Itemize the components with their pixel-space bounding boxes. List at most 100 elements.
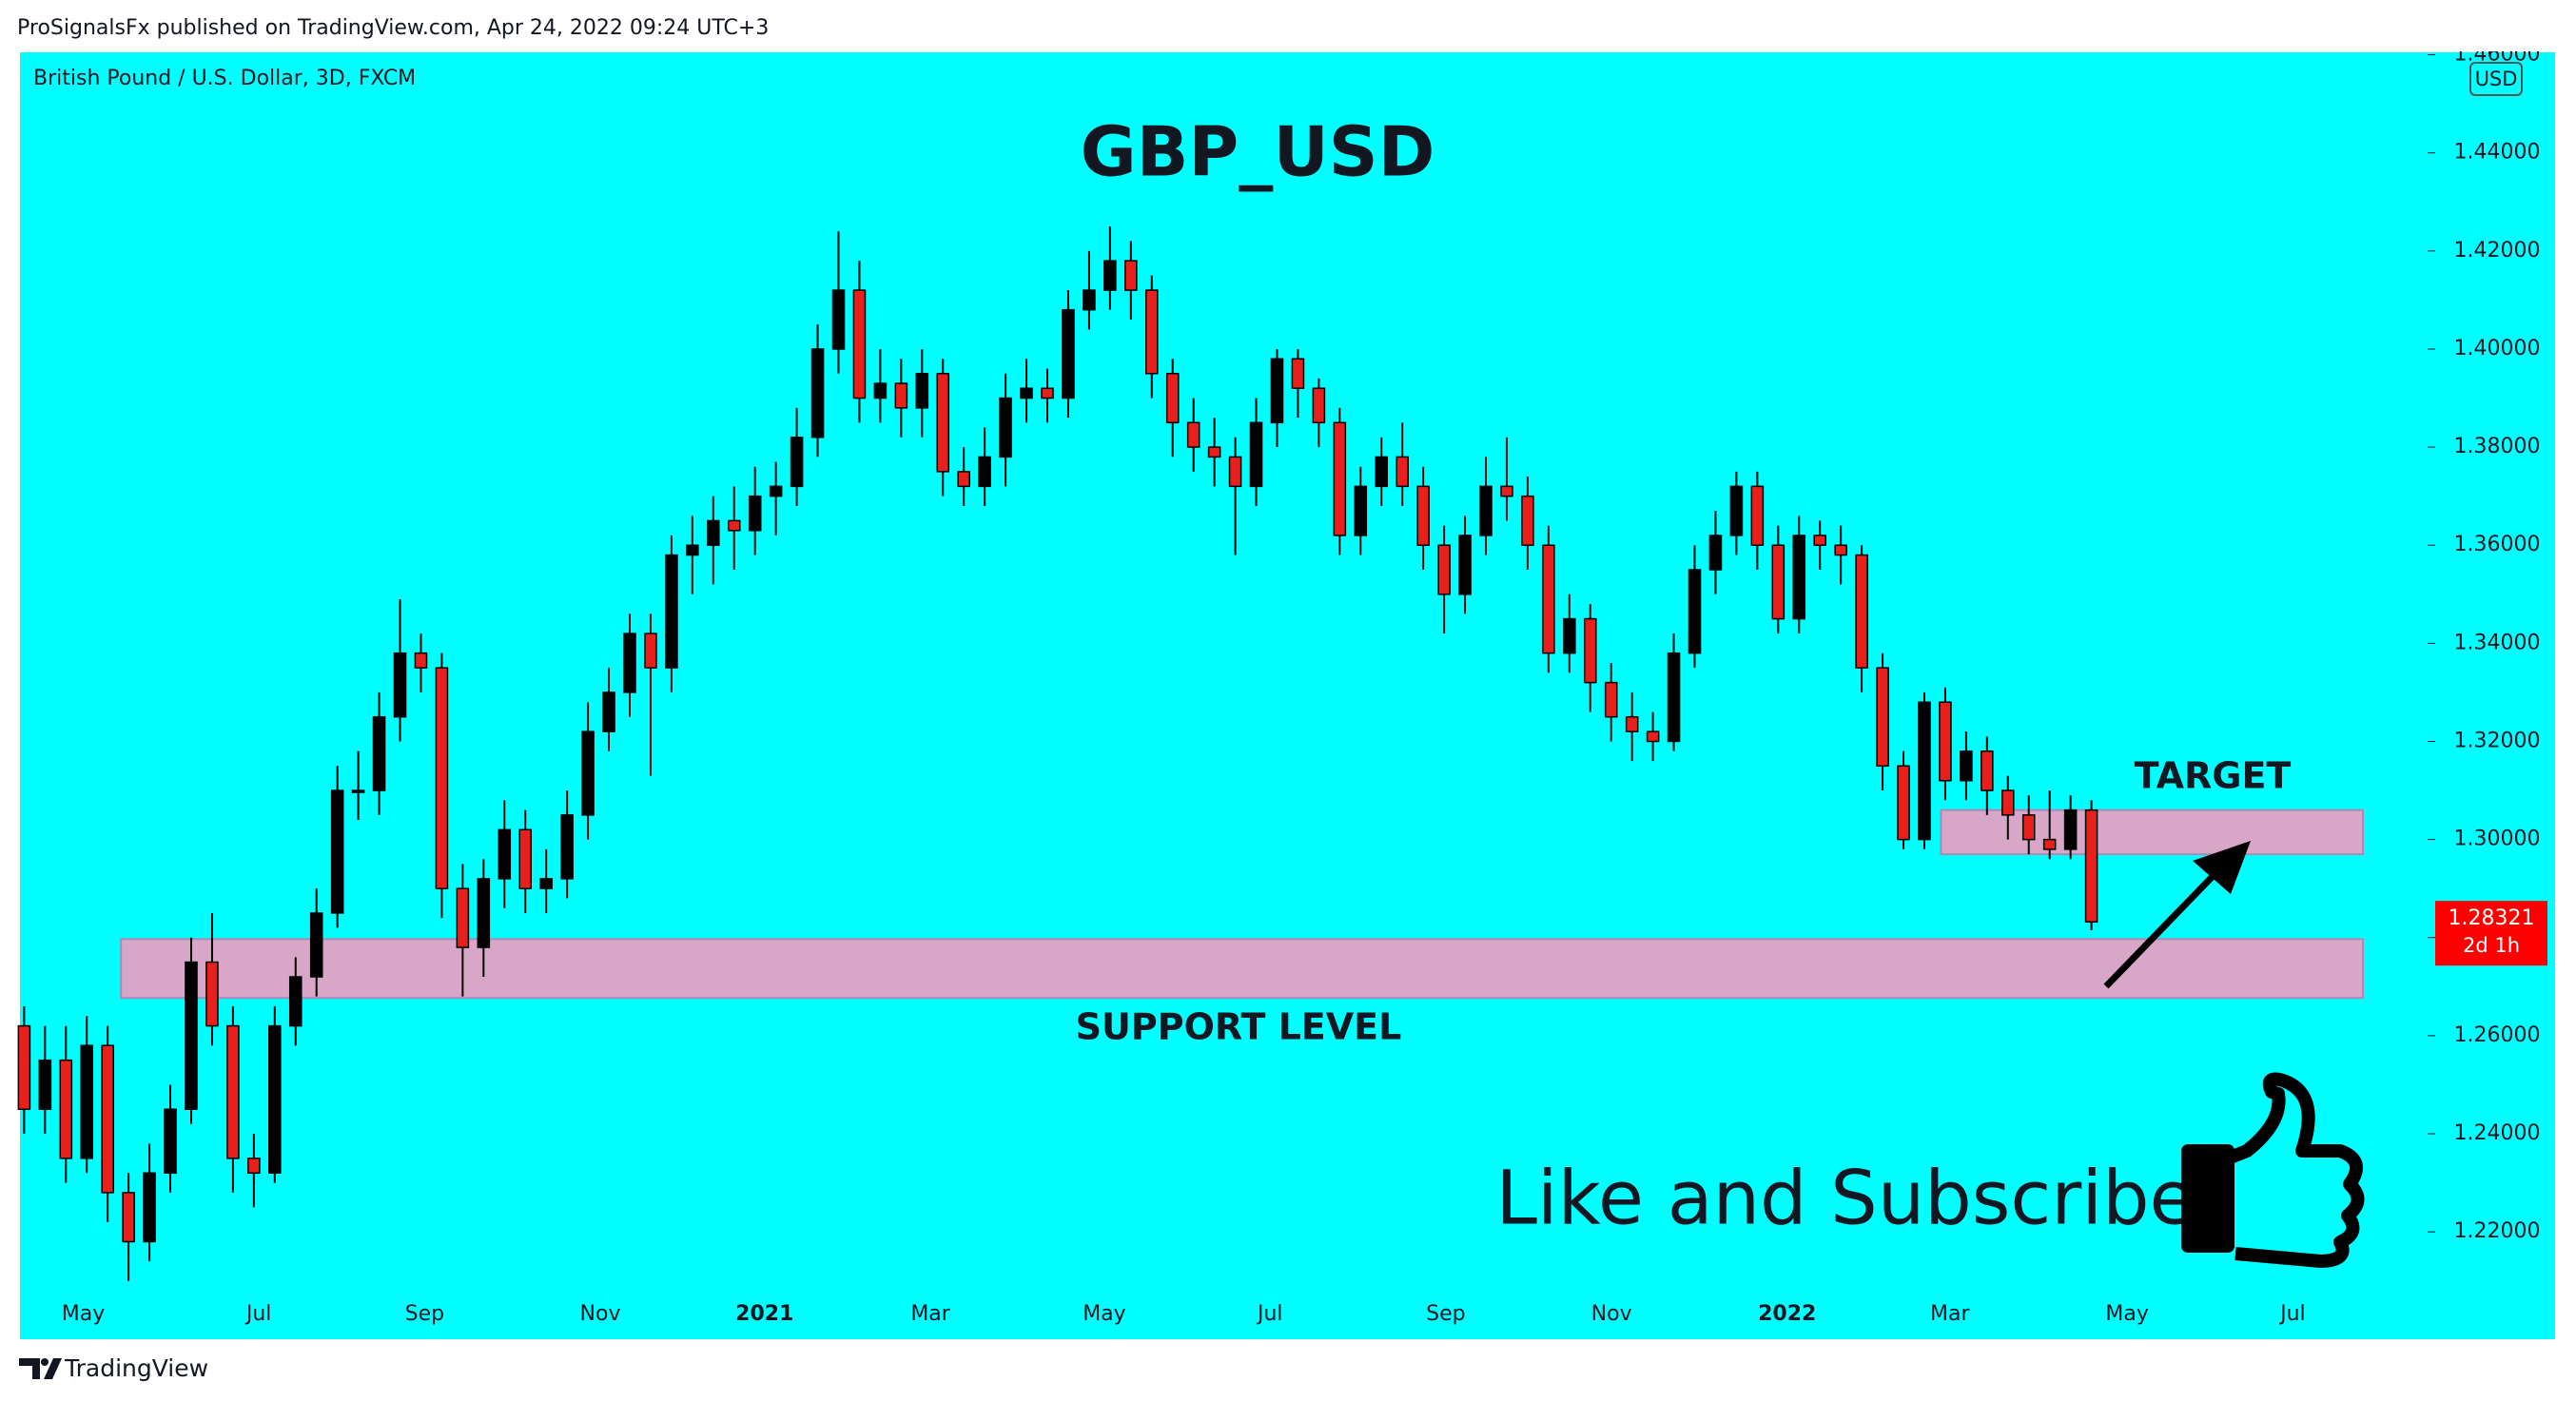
last-price-box bbox=[2435, 901, 2547, 966]
candle-body bbox=[2021, 814, 2036, 841]
candle-body bbox=[38, 1059, 52, 1110]
candle-body bbox=[456, 887, 470, 948]
candle-body bbox=[2000, 789, 2015, 816]
candle-body bbox=[1792, 535, 1806, 620]
x-tick-label: Sep bbox=[1426, 1302, 1465, 1326]
candle-body bbox=[748, 495, 762, 532]
candle-body bbox=[707, 519, 720, 546]
candle-body bbox=[644, 633, 657, 669]
header-bar bbox=[0, 0, 2576, 51]
candle-body bbox=[1729, 485, 1744, 536]
candle-body bbox=[1834, 544, 1847, 556]
zone-label: TARGET bbox=[2135, 755, 2292, 797]
y-tick-label: 1.26000 bbox=[2454, 1023, 2541, 1047]
zones bbox=[120, 808, 2364, 1000]
candle-body bbox=[810, 348, 825, 438]
chart-title: GBP_USD bbox=[1081, 112, 1435, 192]
candle-body bbox=[852, 289, 867, 399]
candle-body bbox=[164, 1108, 177, 1175]
arrow bbox=[2103, 841, 2251, 989]
y-tick-label: 1.34000 bbox=[2454, 631, 2541, 654]
candle-body bbox=[309, 912, 323, 978]
candle-body bbox=[1542, 544, 1555, 654]
candle-body bbox=[477, 878, 491, 948]
candle-body bbox=[288, 976, 302, 1027]
candle-body bbox=[2084, 808, 2098, 923]
x-tick-label: Mar bbox=[910, 1302, 950, 1326]
candle-body bbox=[1041, 387, 1054, 399]
last-price-label: 1.28321 bbox=[2449, 906, 2535, 930]
candle-body bbox=[1020, 387, 1033, 399]
candle-body bbox=[435, 667, 449, 889]
candle-body bbox=[1437, 544, 1451, 595]
x-tick-label: Sep bbox=[405, 1302, 444, 1326]
candle-body bbox=[1771, 544, 1786, 620]
candle-body bbox=[1144, 289, 1159, 375]
candle-body bbox=[1479, 485, 1493, 536]
candle-body bbox=[602, 691, 615, 732]
published-by: ProSignalsFx published on TradingView.co… bbox=[17, 16, 769, 40]
candle-body bbox=[1813, 535, 1827, 546]
candle-body bbox=[1083, 289, 1096, 311]
candle-body bbox=[59, 1059, 73, 1159]
candle-body bbox=[414, 652, 428, 669]
candle-body bbox=[1333, 421, 1347, 536]
candle-body bbox=[1646, 730, 1660, 743]
y-tick-label: 1.30000 bbox=[2454, 828, 2541, 851]
y-tick-label: 1.44000 bbox=[2454, 141, 2541, 165]
candle-body bbox=[1249, 421, 1263, 488]
candle-body bbox=[1897, 765, 1910, 841]
candle-body bbox=[978, 456, 991, 488]
x-tick-label: Nov bbox=[1591, 1302, 1632, 1326]
zone bbox=[1940, 808, 2364, 856]
candle-body bbox=[623, 633, 636, 693]
y-tick-label: 1.32000 bbox=[2454, 729, 2541, 752]
thumbs-up-icon bbox=[2181, 1072, 2365, 1268]
candle-body bbox=[1416, 485, 1430, 546]
candle-body bbox=[1228, 456, 1242, 488]
y-tick-label: 1.42000 bbox=[2454, 239, 2541, 263]
candle-body bbox=[498, 828, 512, 880]
y-tick-label: 1.22000 bbox=[2454, 1219, 2541, 1243]
candle-body bbox=[1688, 569, 1702, 654]
candle-body bbox=[247, 1158, 261, 1175]
candle-body bbox=[372, 715, 386, 791]
candle-body bbox=[1395, 456, 1409, 488]
symbol-label: British Pound / U.S. Dollar, 3D, FXCM bbox=[33, 67, 416, 90]
candle-body bbox=[1855, 554, 1868, 669]
candle-body bbox=[226, 1024, 240, 1159]
x-tick-label: Jul bbox=[244, 1302, 272, 1326]
candle-body bbox=[1312, 387, 1326, 424]
candle-body bbox=[101, 1044, 114, 1194]
y-tick-label: 1.24000 bbox=[2454, 1121, 2541, 1145]
candle-body bbox=[539, 878, 553, 889]
candle-body bbox=[1750, 485, 1765, 546]
candle-body bbox=[1124, 260, 1138, 291]
candle-body bbox=[1062, 308, 1075, 399]
candle-body bbox=[1291, 358, 1305, 389]
zone bbox=[120, 938, 2364, 1000]
candle-body bbox=[330, 789, 344, 914]
candle-body bbox=[1521, 495, 1534, 546]
brand-name: TradingView bbox=[64, 1354, 208, 1382]
candle-body bbox=[894, 382, 908, 409]
axes: 1.220001.240001.260001.280001.300001.320… bbox=[62, 43, 2541, 1326]
candle-body bbox=[518, 828, 533, 889]
candle-body bbox=[769, 485, 783, 497]
candle-body bbox=[268, 1024, 282, 1175]
candle-body bbox=[185, 961, 198, 1110]
candle-body bbox=[205, 961, 219, 1027]
candle-body bbox=[1270, 358, 1284, 424]
candle-body bbox=[1960, 750, 1973, 782]
candle-body bbox=[122, 1192, 135, 1243]
candle-body bbox=[351, 789, 365, 793]
candle-body bbox=[957, 471, 970, 488]
candles bbox=[17, 226, 2098, 1281]
candle-body bbox=[1918, 701, 1931, 841]
candle-body bbox=[1186, 421, 1200, 448]
candle-body bbox=[2063, 808, 2078, 850]
y-tick-label: 1.40000 bbox=[2454, 337, 2541, 360]
x-tick-label: Nov bbox=[580, 1302, 621, 1326]
